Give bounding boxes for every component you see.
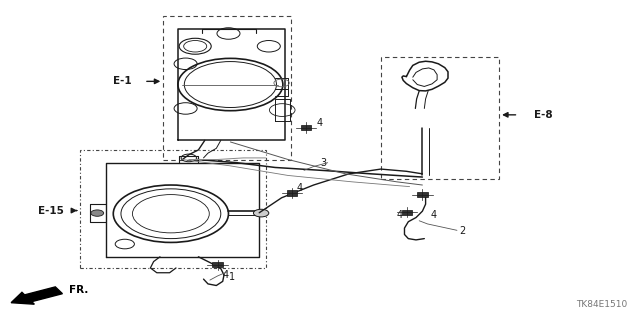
Bar (381, 57, 499, 179)
Bar (417, 192, 428, 197)
Text: 2: 2 (460, 226, 466, 236)
Text: 4: 4 (397, 210, 403, 220)
Bar (80, 150, 266, 268)
Text: 4: 4 (222, 270, 228, 279)
Bar (212, 262, 223, 267)
Bar (301, 125, 311, 130)
Bar (402, 210, 412, 215)
Text: 4: 4 (430, 210, 436, 220)
Circle shape (91, 210, 104, 216)
FancyArrow shape (11, 287, 63, 304)
Text: 3: 3 (320, 158, 326, 168)
Text: 1: 1 (229, 272, 236, 282)
Bar (287, 190, 297, 196)
Text: E-15: E-15 (38, 205, 64, 216)
Circle shape (253, 209, 269, 217)
Text: 4: 4 (296, 182, 303, 193)
Bar (163, 16, 291, 160)
Text: 4: 4 (317, 118, 323, 128)
Text: TK84E1510: TK84E1510 (576, 300, 627, 309)
Text: E-1: E-1 (113, 76, 131, 86)
Text: FR.: FR. (69, 285, 88, 295)
Text: E-8: E-8 (534, 110, 553, 120)
